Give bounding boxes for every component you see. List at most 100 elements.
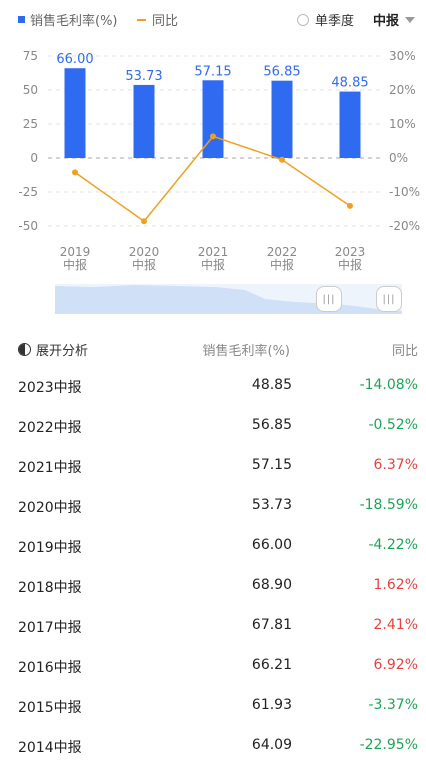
header-gross-margin: 销售毛利率(%) xyxy=(202,344,291,359)
yoy-point xyxy=(347,202,353,209)
bar-data-label: 56.85 xyxy=(263,65,300,80)
row-period: 2014中报 xyxy=(18,740,82,756)
right-tick-label: -10% xyxy=(389,185,420,199)
period-dropdown[interactable]: 中报 xyxy=(373,10,416,29)
table-row[interactable]: 2023中报 48.85 -14.08% xyxy=(0,366,426,406)
row-gross-margin: 56.85 xyxy=(251,417,292,433)
x-tick-label: 2022 xyxy=(267,245,298,259)
legend-gross-margin[interactable]: 销售毛利率(%) xyxy=(18,10,118,29)
table-row[interactable]: 2022中报 56.85 -0.52% xyxy=(0,406,426,446)
left-tick-label: -50 xyxy=(18,219,38,233)
row-period: 2020中报 xyxy=(18,500,82,516)
bar-data-label: 48.85 xyxy=(331,76,368,91)
legend-gross-margin-label: 销售毛利率(%) xyxy=(30,14,118,29)
range-navigator[interactable] xyxy=(55,284,402,314)
x-tick-label: 2020 xyxy=(129,245,160,259)
yoy-point xyxy=(279,156,285,163)
bar-data-label: 57.15 xyxy=(194,64,231,79)
x-tick-label: 2023 xyxy=(335,245,366,259)
table-row[interactable]: 2014中报 64.09 -22.95% xyxy=(0,726,426,766)
bar xyxy=(339,91,361,158)
legend-yoy-label: 同比 xyxy=(152,14,179,29)
period-dropdown-value: 中报 xyxy=(373,14,400,29)
right-tick-label: 0% xyxy=(389,151,408,165)
x-tick-label: 中报 xyxy=(132,257,156,272)
yoy-point xyxy=(72,169,78,176)
x-tick-label: 中报 xyxy=(63,257,87,272)
table-row[interactable]: 2018中报 68.90 1.62% xyxy=(0,566,426,606)
x-tick-label: 2019 xyxy=(60,245,91,259)
gross-margin-chart: 75 30% 50 20% 25 10% 0 0% -25 -10% -50 -20% 66.00 53.… xyxy=(18,49,420,272)
header-yoy: 同比 xyxy=(391,344,418,359)
row-gross-margin: 57.15 xyxy=(251,457,292,473)
expand-analysis-label: 展开分析 xyxy=(36,344,89,359)
left-tick-label: 75 xyxy=(23,49,38,63)
table-header: 展开分析 销售毛利率(%) 同比 xyxy=(0,336,426,360)
row-gross-margin: 67.81 xyxy=(251,617,292,633)
table-row[interactable]: 2021中报 57.15 6.37% xyxy=(0,446,426,486)
expand-analysis-button[interactable]: 展开分析 xyxy=(18,340,88,359)
yoy-point xyxy=(141,218,147,225)
row-gross-margin: 53.73 xyxy=(251,497,292,513)
table-row[interactable]: 2017中报 67.81 2.41% xyxy=(0,606,426,646)
row-yoy: 2.41% xyxy=(373,617,418,633)
row-period: 2022中报 xyxy=(18,420,82,436)
right-tick-label: 10% xyxy=(389,117,416,131)
row-yoy: -4.22% xyxy=(368,537,418,553)
right-tick-label: 30% xyxy=(389,49,416,63)
row-period: 2015中报 xyxy=(18,700,82,716)
x-tick-label: 中报 xyxy=(201,257,225,272)
row-period: 2017中报 xyxy=(18,620,82,636)
yoy-point xyxy=(210,133,216,140)
bar xyxy=(133,84,155,158)
table-row[interactable]: 2015中报 61.93 -3.37% xyxy=(0,686,426,726)
radio-unchecked-icon xyxy=(297,13,309,26)
bar-data-label: 66.00 xyxy=(56,52,93,67)
navigator-right-handle[interactable]: ||| xyxy=(376,286,402,312)
right-tick-label: 20% xyxy=(389,83,416,97)
navigator-left-handle[interactable]: ||| xyxy=(316,286,342,312)
row-period: 2018中报 xyxy=(18,580,82,596)
table-row[interactable]: 2019中报 66.00 -4.22% xyxy=(0,526,426,566)
row-period: 2021中报 xyxy=(18,460,82,476)
row-gross-margin: 64.09 xyxy=(251,737,292,753)
left-tick-label: 0 xyxy=(30,151,38,165)
row-yoy: -18.59% xyxy=(359,497,418,513)
table-row[interactable]: 2016中报 66.21 6.92% xyxy=(0,646,426,686)
row-period: 2023中报 xyxy=(18,380,82,396)
chart-legend: 销售毛利率(%) 同比 单季度 中报 xyxy=(0,0,426,36)
row-gross-margin: 61.93 xyxy=(251,697,292,713)
row-yoy: -3.37% xyxy=(368,697,418,713)
left-tick-label: -25 xyxy=(18,185,38,199)
x-tick-label: 中报 xyxy=(270,257,294,272)
caret-down-icon xyxy=(405,16,416,23)
row-gross-margin: 66.21 xyxy=(251,657,292,673)
x-tick-label: 中报 xyxy=(338,257,362,272)
right-tick-label: -20% xyxy=(389,219,420,233)
bar xyxy=(271,80,293,158)
legend-yoy[interactable]: 同比 xyxy=(137,10,178,29)
row-yoy: 6.92% xyxy=(373,657,418,673)
row-yoy: 6.37% xyxy=(373,457,418,473)
row-yoy: -14.08% xyxy=(359,377,418,393)
navigator-preview xyxy=(55,285,402,314)
single-quarter-toggle[interactable]: 单季度 xyxy=(297,10,354,29)
bar-swatch-icon xyxy=(18,16,25,23)
left-tick-label: 50 xyxy=(23,83,38,97)
pie-icon xyxy=(18,343,31,356)
row-period: 2016中报 xyxy=(18,660,82,676)
x-tick-label: 2021 xyxy=(198,245,229,259)
row-yoy: -22.95% xyxy=(359,737,418,753)
single-quarter-label: 单季度 xyxy=(315,14,355,29)
line-swatch-icon xyxy=(137,18,146,21)
row-period: 2019中报 xyxy=(18,540,82,556)
row-yoy: 1.62% xyxy=(373,577,418,593)
row-gross-margin: 68.90 xyxy=(251,577,292,593)
table-row[interactable]: 2020中报 53.73 -18.59% xyxy=(0,486,426,526)
row-gross-margin: 66.00 xyxy=(251,537,292,553)
bar xyxy=(64,68,86,158)
bar-data-label: 53.73 xyxy=(125,69,162,84)
row-gross-margin: 48.85 xyxy=(251,377,292,393)
left-tick-label: 25 xyxy=(23,117,38,131)
row-yoy: -0.52% xyxy=(368,417,418,433)
